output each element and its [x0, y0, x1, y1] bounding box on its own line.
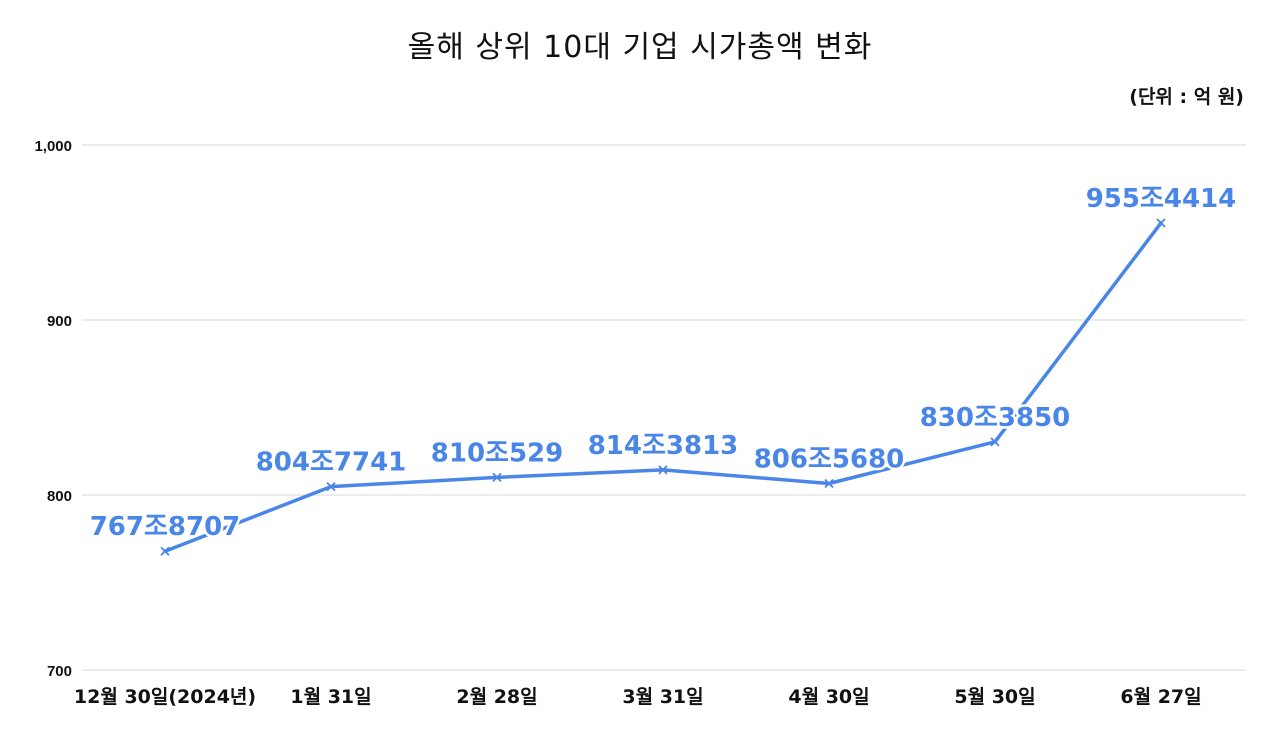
series-line-path: [163, 221, 1163, 553]
x-tick-label: 6월 27일: [1120, 686, 1201, 708]
x-tick-label: 2월 28일: [456, 686, 537, 708]
gridlines: [82, 144, 1246, 671]
unit-note: (단위 : 억 원): [1129, 86, 1244, 108]
data-labels: 767조8707 804조7741 810조529 814조3813 806조5680 8…: [87, 181, 1239, 544]
x-tick-label: 1월 31일: [290, 686, 371, 708]
data-label: 955조4414: [1086, 184, 1237, 214]
data-point-marker: [160, 546, 170, 556]
data-label: 804조7741: [256, 448, 407, 478]
x-axis: 12월 30일(2024년) 1월 31일 2월 28일 3월 31일 4월 30일 5월…: [74, 686, 1202, 708]
x-tick-label: 4월 30일: [788, 686, 869, 708]
data-point-marker: [326, 482, 336, 492]
data-label: 806조5680: [754, 445, 905, 475]
data-point-marker: [824, 478, 834, 489]
data-label: 814조3813: [588, 431, 739, 461]
data-label: 830조3850: [920, 403, 1071, 433]
data-point-marker: [492, 472, 502, 483]
y-tick-label: 800: [47, 488, 72, 505]
data-point-marker: [658, 465, 668, 475]
y-tick-label: 1,000: [34, 138, 72, 155]
y-tick-label: 700: [47, 663, 72, 680]
data-label: 767조8707: [90, 512, 241, 542]
x-tick-label: 12월 30일(2024년): [74, 686, 256, 708]
x-tick-label: 5월 30일: [954, 686, 1035, 708]
y-axis: 700 800 900 1,000: [34, 138, 72, 680]
data-label: 810조529: [431, 438, 563, 468]
chart-title: 올해 상위 10대 기업 시가총액 변화: [407, 30, 873, 65]
y-tick-label: 900: [47, 313, 72, 330]
data-point-marker: [1156, 218, 1166, 228]
series-line: [163, 221, 1163, 553]
x-tick-label: 3월 31일: [622, 686, 703, 708]
data-point-marker: [990, 437, 1000, 447]
series-markers: [160, 218, 1166, 556]
